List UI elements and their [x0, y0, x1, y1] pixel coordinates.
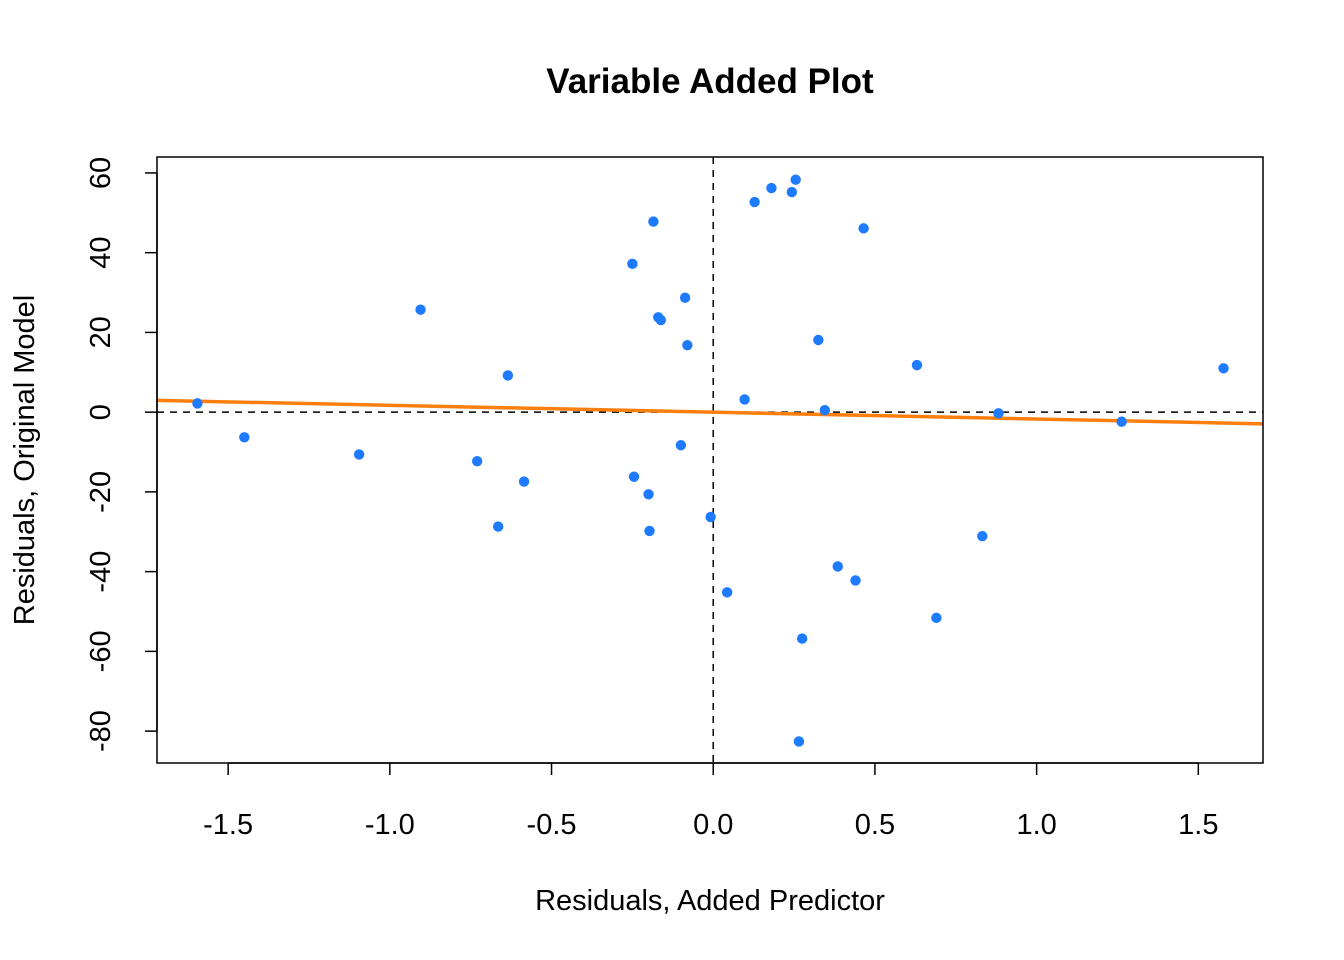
data-point [832, 561, 843, 572]
x-tick-label: 1.5 [1178, 809, 1218, 841]
data-point [850, 575, 861, 586]
data-point [749, 196, 760, 208]
plot-frame [156, 156, 1264, 764]
y-tick-label: 20 [85, 316, 117, 348]
data-point [819, 404, 831, 416]
fit-line [156, 398, 1264, 426]
chart-title: Variable Added Plot [546, 62, 874, 101]
x-axis-label: Residuals, Added Predictor [535, 885, 885, 917]
data-point [627, 258, 638, 270]
data-point [239, 432, 250, 443]
data-point [977, 530, 988, 542]
data-point [705, 511, 716, 523]
data-point [793, 736, 805, 747]
data-point [739, 394, 750, 405]
x-tick-label: -1.0 [365, 809, 415, 841]
x-tick-label: -0.5 [527, 809, 577, 841]
data-point [643, 489, 654, 500]
data-point [790, 174, 801, 185]
data-point [415, 304, 426, 315]
y-tick-label: -60 [85, 630, 117, 672]
y-tick-label: -20 [85, 471, 117, 513]
data-point [518, 476, 530, 487]
y-tick-label: 0 [85, 404, 117, 420]
data-point [192, 398, 203, 409]
data-point [993, 408, 1004, 419]
data-point [1218, 363, 1229, 374]
data-point [679, 292, 691, 303]
data-point [766, 182, 777, 194]
x-tick-label: 0.0 [693, 809, 733, 841]
data-point [813, 334, 824, 346]
data-point [911, 359, 923, 371]
data-point [675, 440, 687, 451]
data-point [931, 612, 942, 624]
y-tick-label: -40 [85, 551, 117, 593]
y-axis-label: Residuals, Original Model [9, 295, 41, 625]
x-tick-label: -1.5 [203, 809, 253, 841]
data-point [655, 314, 667, 326]
data-point [353, 449, 365, 460]
fit-line-group [156, 398, 1264, 426]
data-points [192, 174, 1229, 747]
data-point [786, 186, 798, 198]
data-point [644, 525, 655, 537]
data-point [721, 587, 733, 598]
data-point [796, 633, 808, 644]
data-point [628, 471, 640, 482]
y-tick-label: 40 [85, 237, 117, 269]
x-tick-label: 1.0 [1016, 809, 1056, 841]
y-tick-label: 60 [85, 157, 117, 189]
data-point [471, 455, 483, 467]
y-tick-label: -80 [85, 710, 117, 752]
data-point [502, 370, 514, 381]
x-tick-label: 0.5 [855, 809, 895, 841]
data-point [648, 216, 659, 227]
data-point [858, 223, 869, 234]
data-point [682, 339, 693, 351]
data-point [492, 521, 504, 532]
data-point [1116, 416, 1127, 427]
